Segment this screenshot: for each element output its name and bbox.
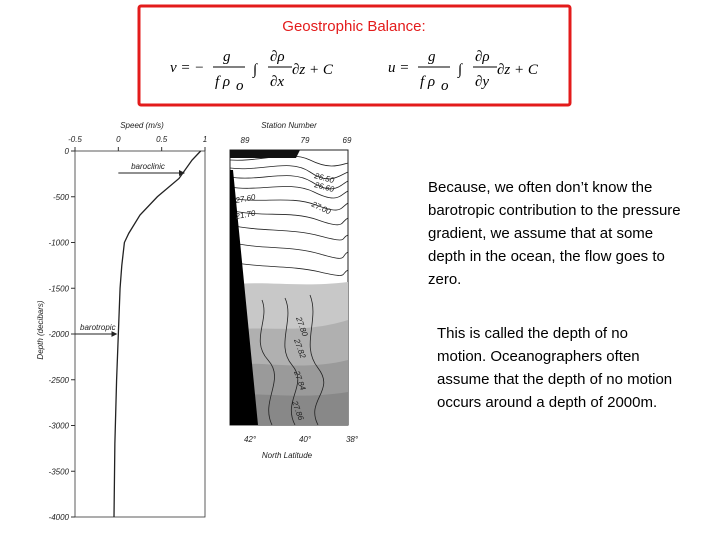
annotation: barotropic: [80, 323, 116, 332]
section-x-label: North Latitude: [262, 451, 313, 460]
y-tick-label: -3000: [49, 422, 70, 431]
equation-part: ∂ρ: [475, 49, 490, 65]
equation-part: o: [441, 78, 449, 94]
equation-part: f ρ: [420, 74, 435, 90]
y-tick-label: -500: [53, 193, 70, 202]
contours: [229, 155, 349, 426]
title-box: [137, 4, 572, 107]
equation-part: ∂ρ: [270, 49, 285, 65]
station-label: 69: [343, 136, 352, 145]
equation-part: ∫: [457, 62, 464, 78]
y-tick-label: -2500: [49, 376, 70, 385]
paragraph: Because, we often don’t know the barotro…: [428, 179, 681, 288]
equations: v = − g f ρ o ∫ ∂ρ ∂x ∂z + C u = g f ρ o ∫ ∂ρ ∂y ∂z + C: [170, 49, 539, 94]
latitude-label: 40°: [299, 435, 312, 444]
equation-part: ∫: [252, 62, 259, 78]
x-tick-label: -0.5: [68, 135, 82, 144]
equation-part: ∂y: [475, 74, 489, 90]
x-tick-label: 1: [203, 135, 207, 144]
y-tick-label: -3500: [49, 467, 70, 476]
section-title: Station Number: [261, 121, 317, 130]
equation-part: g: [223, 49, 231, 65]
station-label: 79: [301, 136, 310, 145]
equation-part: u =: [388, 60, 409, 76]
latitude-label: 38°: [346, 435, 359, 444]
equation-part: f ρ: [215, 74, 230, 90]
section-figure: [229, 149, 349, 426]
section-band: [230, 392, 348, 425]
latitude-label: 42°: [244, 435, 257, 444]
y-tick-label: -2000: [49, 330, 70, 339]
equation-part: ∂z + C: [497, 62, 539, 78]
equation-part: o: [236, 78, 244, 94]
annotation: baroclinic: [131, 162, 165, 171]
speed-profile: [113, 150, 202, 518]
surface-layer: [230, 150, 300, 158]
y-tick-label: -1000: [49, 239, 70, 248]
chart-title: Speed (m/s): [120, 121, 164, 130]
x-tick-label: 0: [116, 135, 121, 144]
equation-part: ∂z + C: [292, 62, 334, 78]
speed-chart: Speed (m/s) Depth (decibars) -0.5 0 0.5 1 0 -50…: [36, 121, 207, 522]
title: Geostrophic Balance:: [282, 18, 425, 35]
seafloor: [230, 170, 258, 425]
equation-part: g: [428, 49, 436, 65]
y-tick-label: -1500: [49, 284, 70, 293]
contour-label: 27.60: [234, 193, 257, 206]
contour-label: 21.70: [234, 209, 257, 222]
y-tick-label: 0: [65, 147, 70, 156]
y-tick-label: -4000: [49, 513, 70, 522]
y-axis-label: Depth (decibars): [36, 300, 45, 359]
x-tick-label: 0.5: [156, 135, 168, 144]
equation-part: v = −: [170, 60, 204, 76]
equation-part: ∂x: [270, 74, 284, 90]
station-label: 89: [241, 136, 250, 145]
paragraph: This is called the depth of no motion. O…: [437, 325, 673, 411]
